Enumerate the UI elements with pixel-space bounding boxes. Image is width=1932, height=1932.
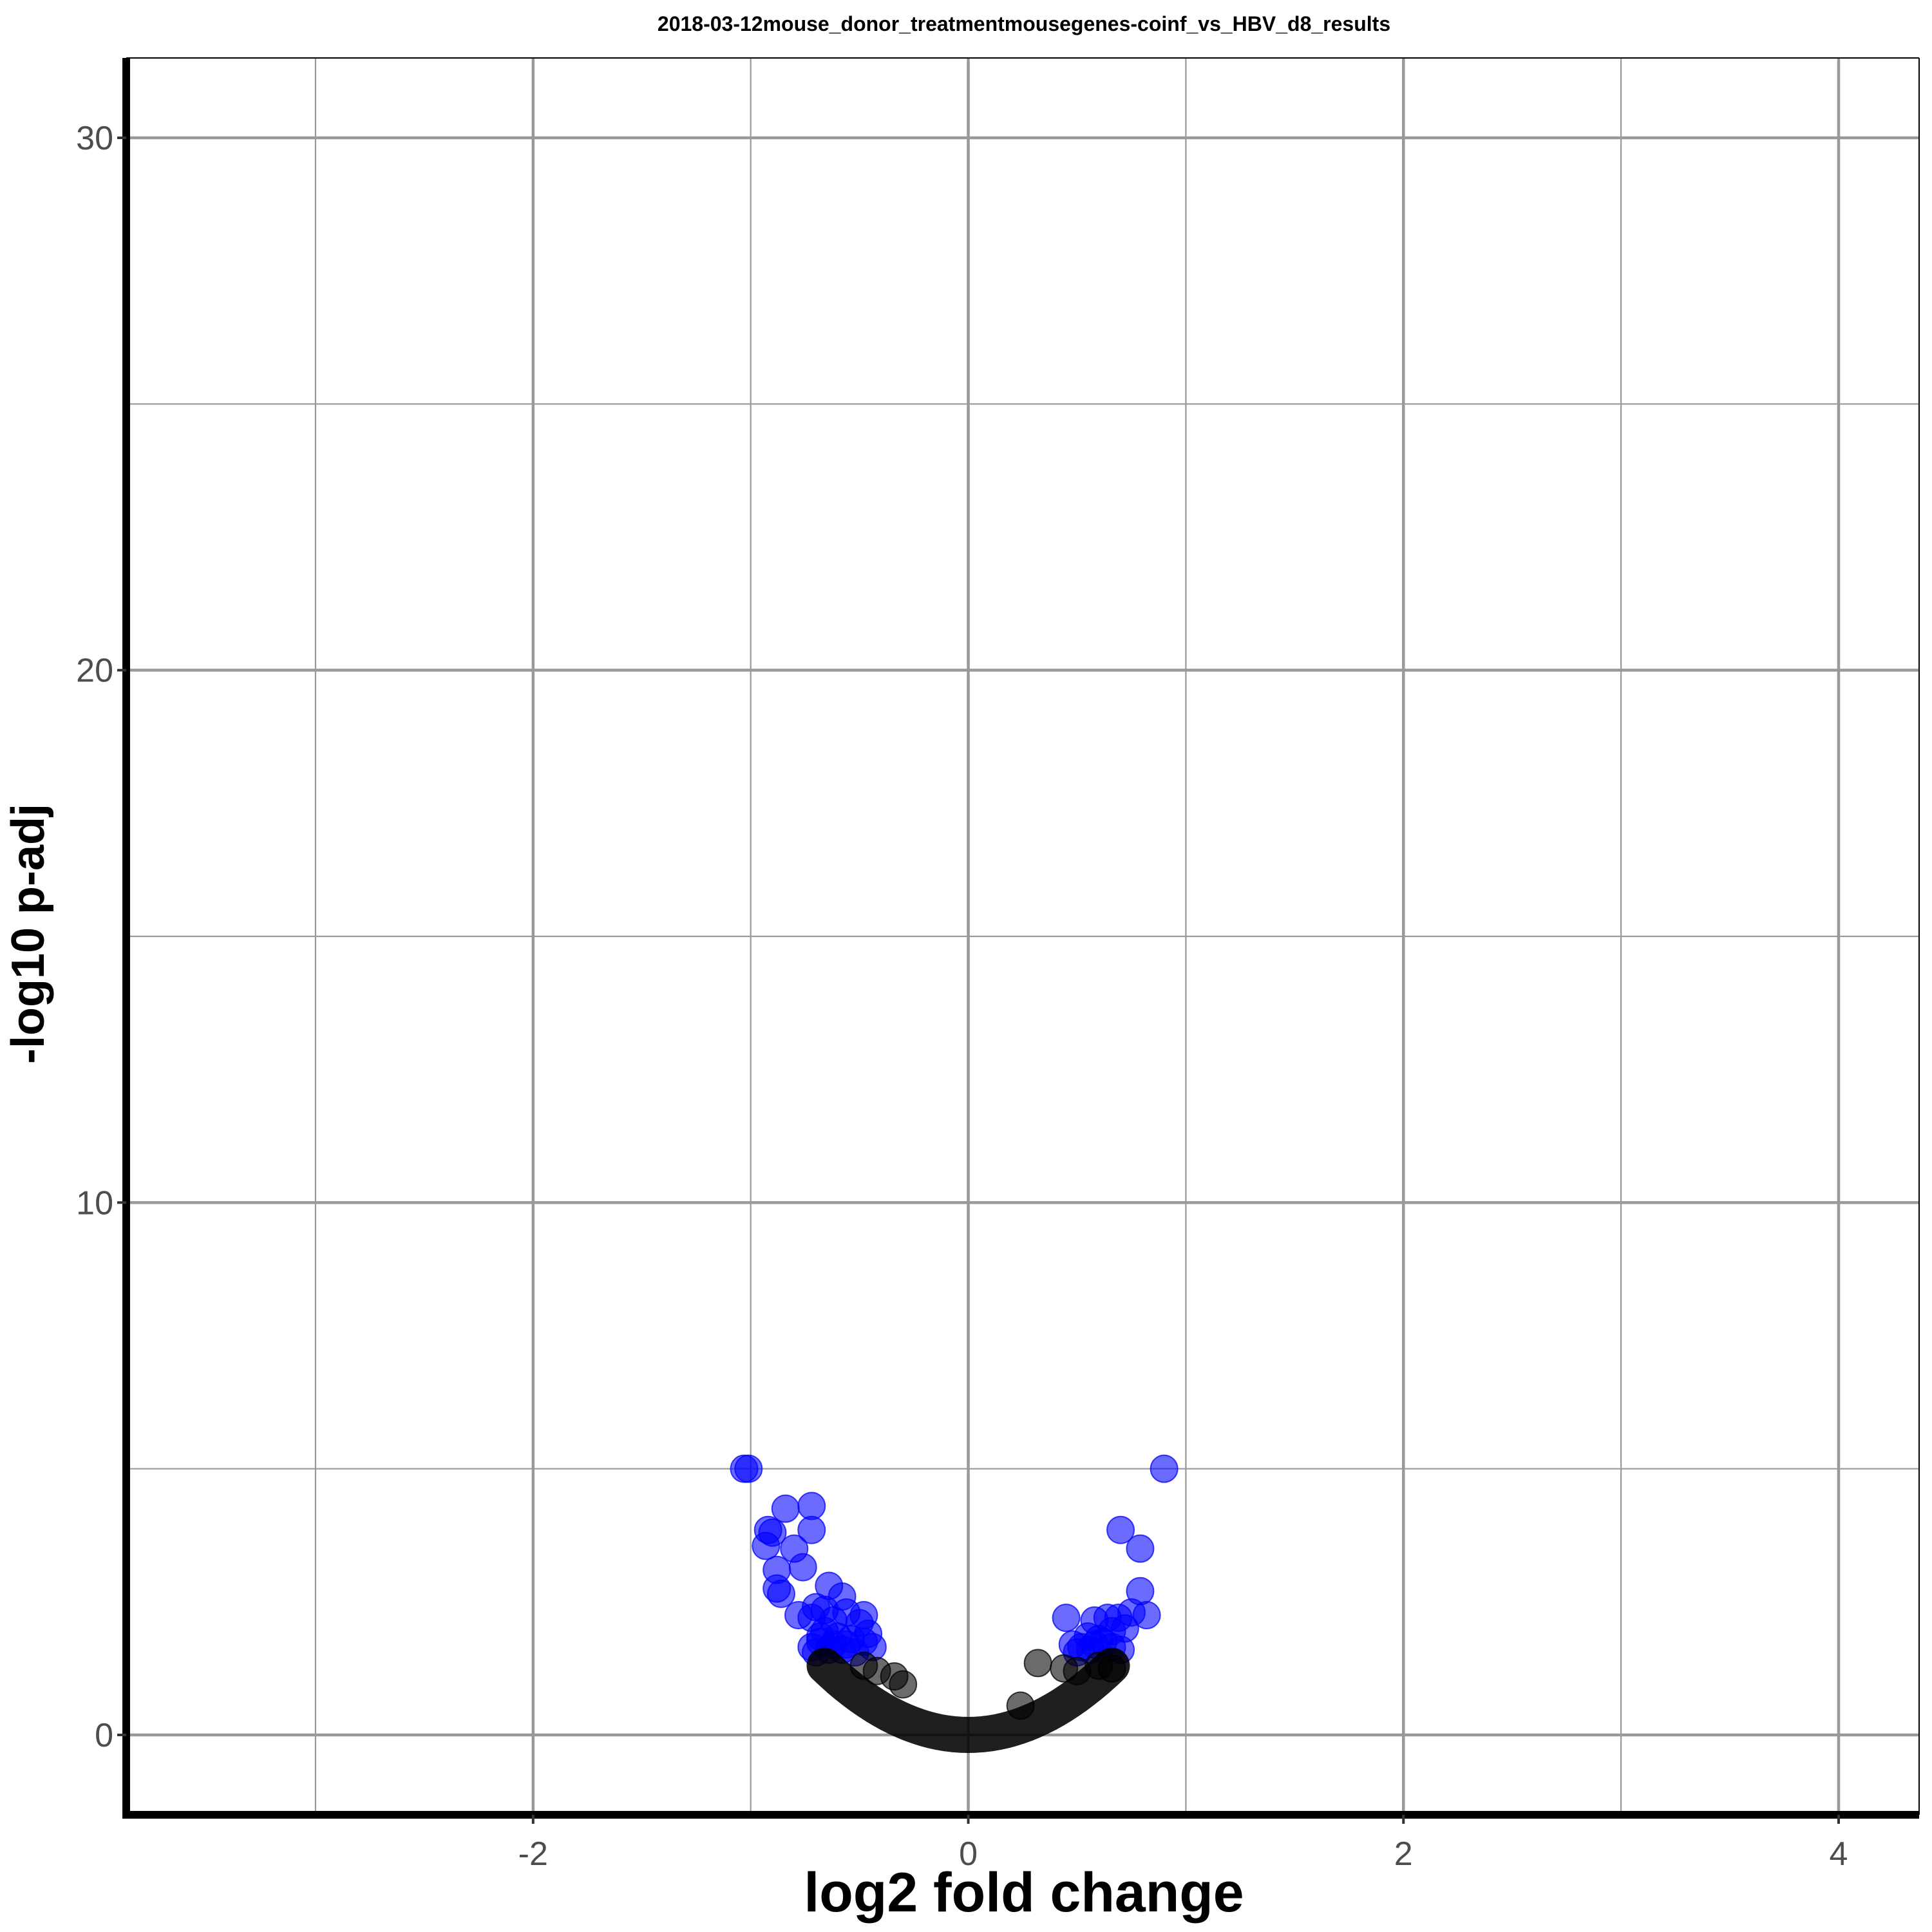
- axes: [122, 57, 1920, 1819]
- significant-gene-point: [797, 1492, 826, 1520]
- x-tick-label: 2: [1394, 1835, 1413, 1873]
- chart-title: 2018-03-12mouse_donor_treatmentmousegene…: [658, 12, 1390, 35]
- significant-gene-point: [837, 1625, 866, 1654]
- significant-gene-point: [1106, 1515, 1135, 1544]
- significant-gene-point: [766, 1579, 795, 1608]
- gene-point: [1063, 1656, 1092, 1685]
- y-tick-label: 10: [76, 1184, 113, 1222]
- y-tick-label: 30: [76, 120, 113, 157]
- significant-gene-point: [771, 1494, 800, 1523]
- y-tick-label: 20: [76, 652, 113, 690]
- data-points: [730, 1454, 1179, 1753]
- x-tick-label: 0: [959, 1835, 978, 1873]
- gene-point: [1006, 1691, 1035, 1720]
- x-tick-label: 4: [1830, 1835, 1848, 1873]
- tick-labels: -2 0 2 4 0 10 20 30: [76, 120, 1848, 1873]
- gene-point: [862, 1656, 891, 1685]
- x-tick-label: -2: [518, 1835, 548, 1873]
- significant-gene-point: [1126, 1534, 1155, 1563]
- grid: [126, 58, 1919, 1815]
- significant-gene-point: [788, 1553, 817, 1582]
- nonsignificant-genes-cloud: [806, 1647, 1130, 1753]
- y-tick-label: 0: [95, 1717, 113, 1754]
- significant-gene-point: [806, 1622, 835, 1651]
- significant-gene-point: [752, 1531, 781, 1560]
- significant-gene-point: [734, 1454, 763, 1483]
- gene-point: [1023, 1649, 1052, 1678]
- y-axis-label: -log10 p-adj: [3, 804, 54, 1064]
- significant-gene-point: [1150, 1454, 1179, 1483]
- significant-gene-point: [797, 1515, 826, 1544]
- gene-point: [1097, 1654, 1126, 1683]
- gene-point: [889, 1670, 918, 1699]
- significant-gene-point: [1052, 1604, 1081, 1633]
- x-axis-label: log2 fold change: [804, 1862, 1244, 1924]
